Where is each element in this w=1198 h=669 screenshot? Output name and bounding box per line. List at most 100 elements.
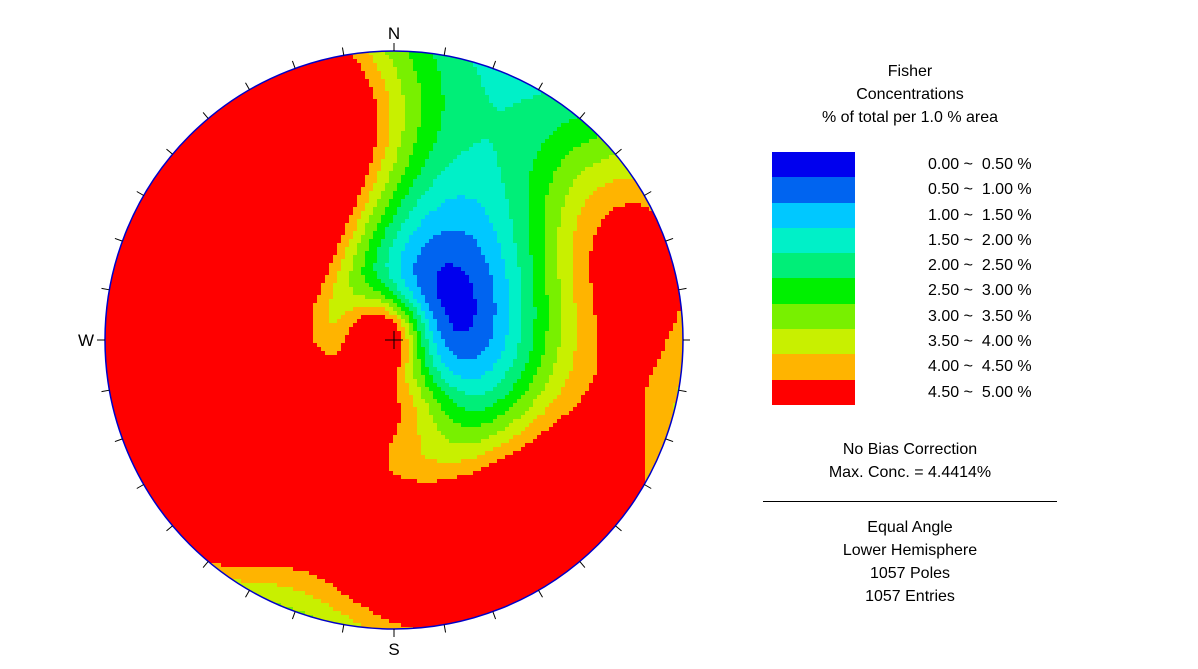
density-cell-run — [393, 215, 410, 220]
density-cell-run — [425, 323, 430, 328]
density-cell-run — [425, 351, 430, 356]
azimuth-tick — [615, 525, 622, 532]
projection-label: Equal Angle — [867, 518, 953, 536]
density-cell-run — [445, 107, 498, 112]
density-cell-run — [149, 175, 366, 180]
density-cell-run — [413, 147, 434, 152]
density-cell-run — [109, 399, 398, 404]
density-cell-run — [437, 351, 454, 356]
density-cell-run — [589, 139, 610, 144]
density-cell-run — [573, 287, 594, 292]
density-cell-run — [429, 319, 438, 324]
density-cell-run — [417, 175, 438, 180]
density-cell-run — [389, 619, 478, 624]
density-cell-run — [645, 459, 662, 464]
density-cell-run — [377, 247, 390, 252]
density-cell-run — [245, 591, 306, 596]
density-cell-run — [573, 283, 594, 288]
density-cell-run — [433, 235, 474, 240]
density-cell-run — [165, 519, 626, 524]
density-cell-run — [325, 579, 562, 584]
density-cell-run — [389, 115, 406, 120]
density-cell-run — [445, 263, 454, 268]
density-cell-run — [117, 435, 394, 440]
density-cell-run — [421, 319, 430, 324]
density-cell-run — [437, 479, 646, 484]
density-cell-run — [117, 439, 394, 444]
density-cell-run — [253, 595, 314, 600]
density-cell-run — [581, 399, 646, 404]
density-cell-run — [401, 143, 414, 148]
density-cell-run — [561, 311, 578, 316]
density-cell-run — [109, 279, 326, 284]
density-cell-run — [493, 315, 510, 320]
density-cell-run — [597, 331, 670, 336]
density-cell-run — [489, 339, 506, 344]
density-cell-run — [577, 319, 598, 324]
density-cell-run — [473, 319, 494, 324]
density-cell-run — [393, 471, 474, 476]
density-cell-run — [321, 283, 334, 288]
density-cell-run — [533, 267, 546, 272]
density-cell-run — [593, 307, 682, 312]
density-cell-run — [105, 283, 322, 288]
density-cell-run — [389, 275, 402, 280]
density-cell-run — [509, 331, 522, 336]
density-cell-run — [397, 371, 406, 376]
density-cell-run — [585, 167, 634, 172]
density-cell-run — [493, 147, 542, 152]
density-cell-run — [533, 263, 546, 268]
density-cell-run — [401, 259, 418, 264]
density-cell-run — [421, 315, 426, 320]
density-cell-run — [529, 219, 546, 224]
density-cell-run — [681, 379, 683, 384]
density-cell-run — [437, 63, 474, 68]
density-cell-run — [409, 155, 430, 160]
density-cell-run — [393, 319, 402, 324]
density-cell-run — [397, 67, 414, 72]
density-cell-run — [545, 287, 562, 292]
density-cell-run — [529, 215, 546, 220]
legend-title: Fisher Concentrations % of total per 1.0… — [760, 60, 1060, 129]
density-cell-run — [477, 67, 506, 72]
density-cell-run — [413, 143, 434, 148]
density-cell-run — [541, 391, 562, 396]
legend-row: 3.50 ~ 4.00 % — [760, 329, 1060, 355]
density-cell-run — [341, 239, 350, 244]
density-cell-run — [521, 331, 534, 336]
density-cell-run — [345, 339, 402, 344]
density-cell-run — [317, 299, 330, 304]
density-cell-run — [417, 127, 442, 132]
density-cell-run — [409, 215, 426, 220]
density-cell-run — [401, 275, 418, 280]
density-cell-run — [493, 299, 510, 304]
density-cell-run — [481, 203, 510, 208]
density-cell-run — [649, 375, 682, 380]
density-cell-run — [557, 351, 574, 356]
density-cell-run — [501, 179, 530, 184]
density-cell-run — [441, 407, 466, 412]
legend-label: 1.00 ~ 1.50 % — [928, 206, 1032, 224]
density-cell-run — [533, 95, 558, 100]
density-cell-run — [349, 243, 358, 248]
density-cell-run — [557, 239, 574, 244]
density-cell-run — [397, 327, 406, 332]
density-cell-run — [441, 75, 482, 80]
density-cell-run — [349, 219, 358, 224]
density-cell-run — [349, 275, 366, 280]
density-cell-run — [425, 359, 434, 364]
density-cell-run — [293, 567, 578, 572]
density-cell-run — [445, 391, 466, 396]
density-cell-run — [553, 371, 570, 376]
density-cell-run — [493, 335, 506, 340]
density-cell-run — [573, 231, 598, 236]
azimuth-tick — [136, 484, 144, 489]
density-cell-run — [517, 399, 534, 404]
density-cell-run — [397, 311, 406, 316]
density-cell-run — [421, 371, 430, 376]
density-cell-run — [373, 159, 382, 164]
density-cell-run — [397, 211, 410, 216]
density-cell-run — [421, 303, 430, 308]
density-cell-run — [441, 119, 570, 124]
density-cell-run — [513, 219, 530, 224]
